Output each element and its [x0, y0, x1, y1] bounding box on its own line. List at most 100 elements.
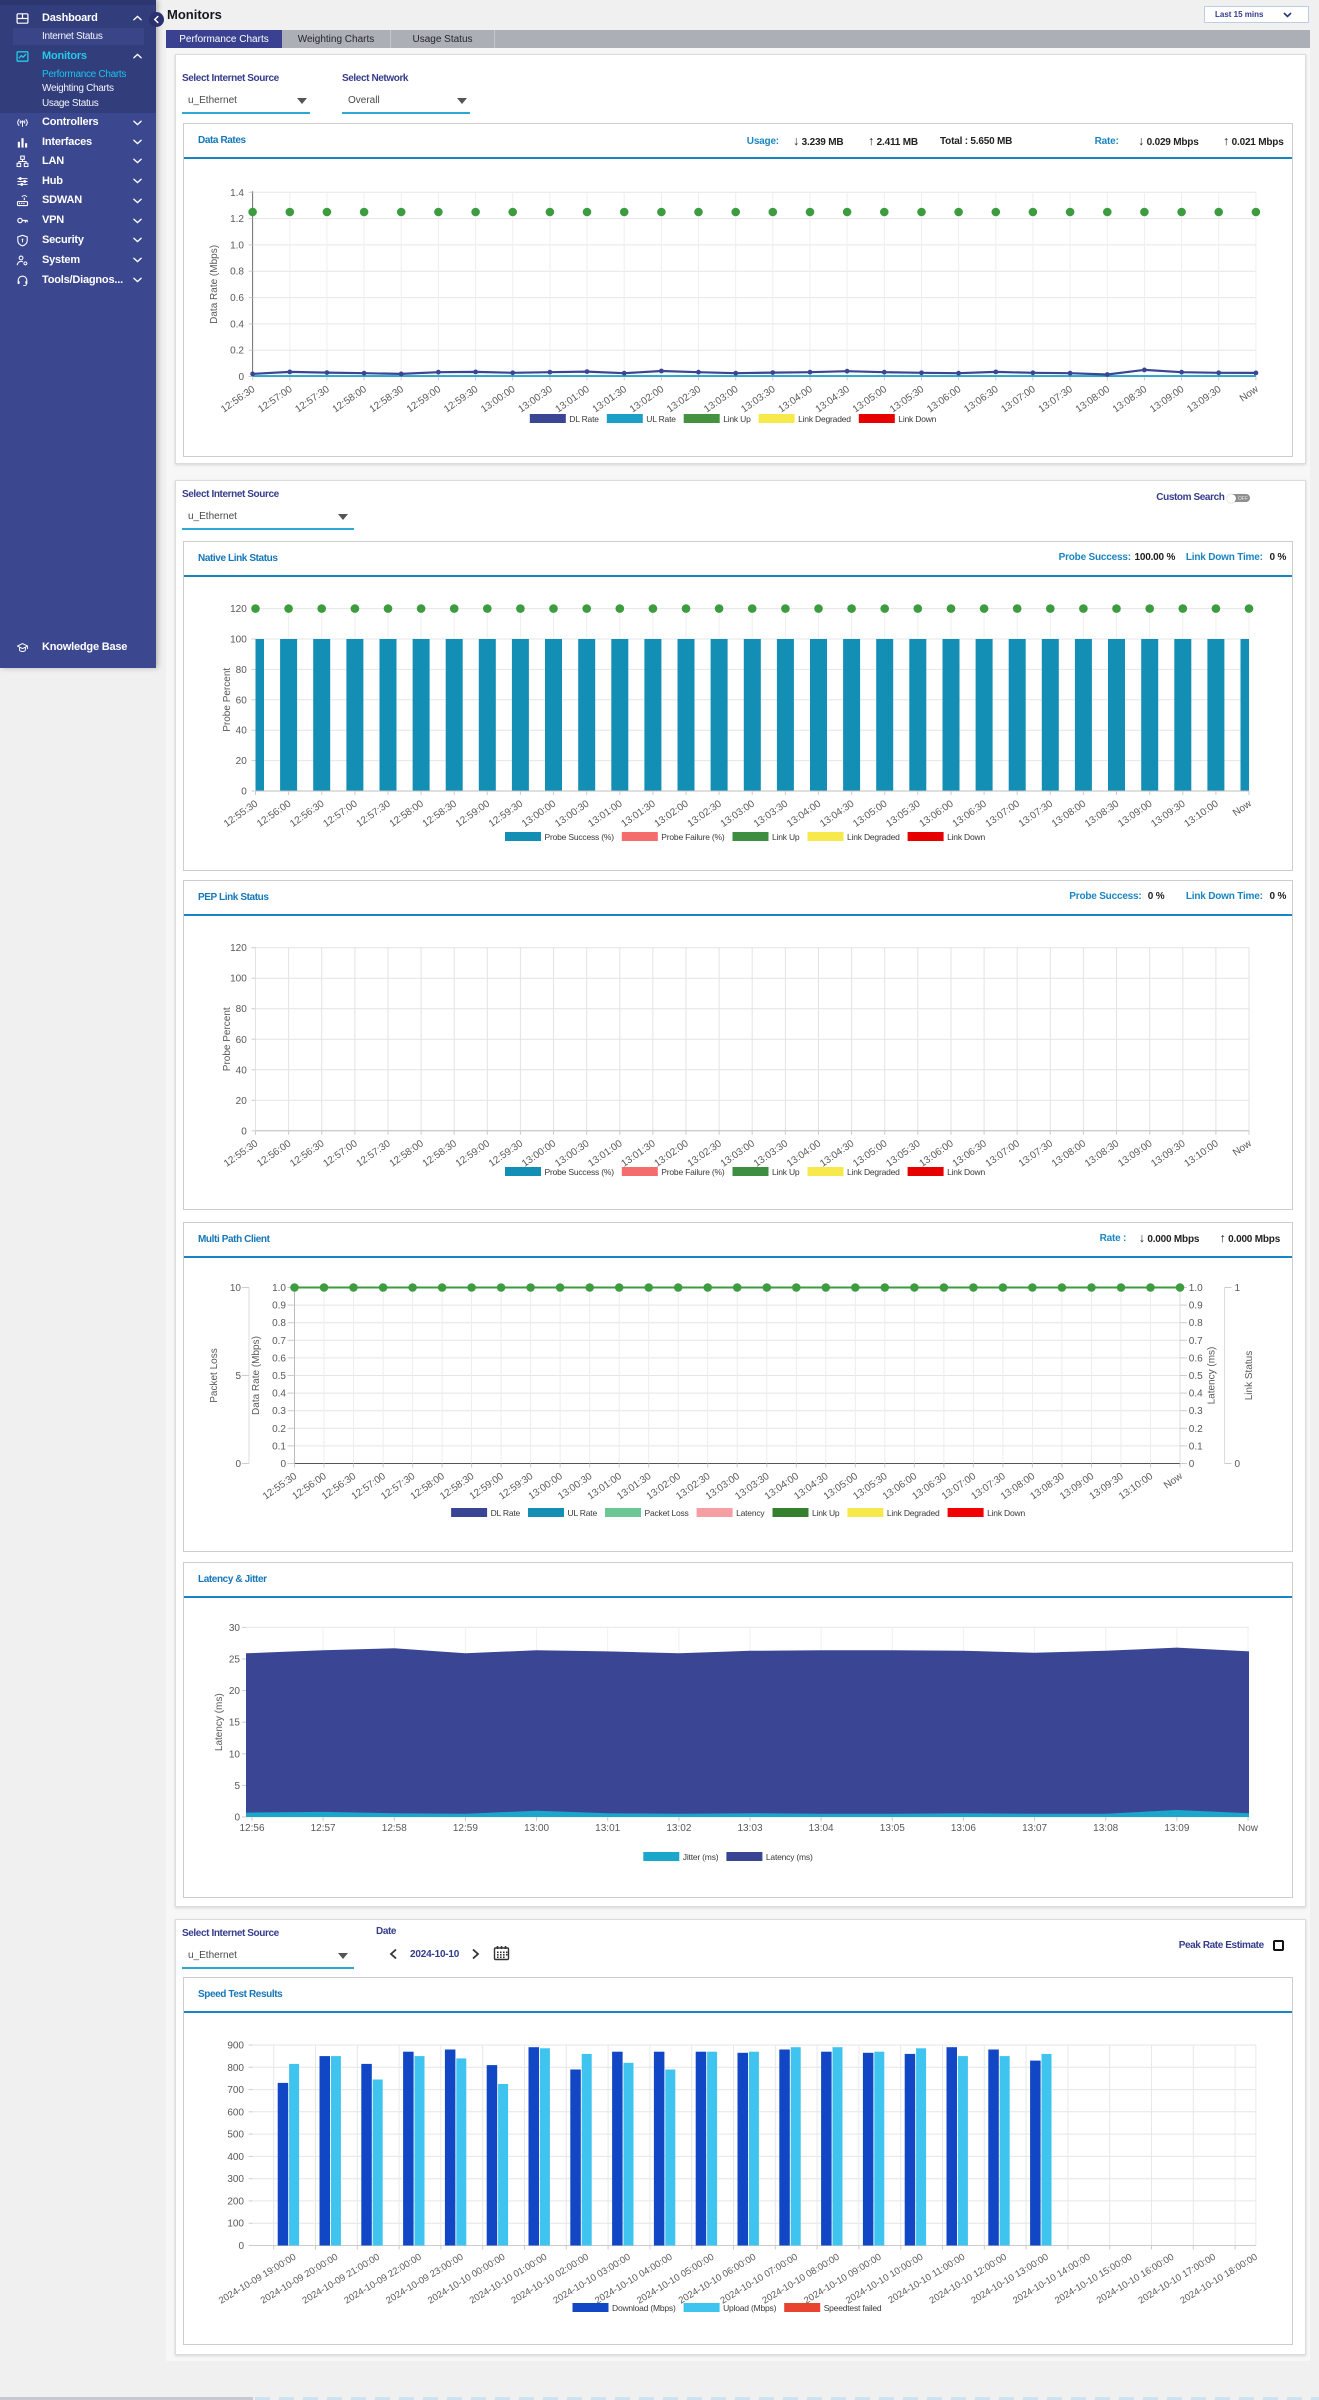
svg-text:2024-10-09 22:00:00: 2024-10-09 22:00:00 — [342, 2252, 423, 2307]
svg-text:Link Up: Link Up — [812, 1508, 840, 1518]
svg-text:13:01:00: 13:01:00 — [586, 1138, 625, 1170]
svg-text:100: 100 — [227, 2219, 244, 2230]
svg-text:UL Rate: UL Rate — [568, 1508, 598, 1518]
svg-text:12:57:30: 12:57:30 — [355, 1138, 394, 1170]
svg-text:2024-10-10 13:00:00: 2024-10-10 13:00:00 — [969, 2252, 1050, 2307]
svg-text:2024-10-10 02:00:00: 2024-10-10 02:00:00 — [510, 2252, 591, 2307]
svg-text:Link Down: Link Down — [947, 832, 985, 842]
svg-text:13:06:30: 13:06:30 — [962, 384, 1001, 416]
svg-text:13:07:00: 13:07:00 — [999, 384, 1038, 416]
svg-text:1.2: 1.2 — [230, 214, 244, 225]
svg-text:0.3: 0.3 — [1189, 1406, 1203, 1417]
svg-text:13:06:30: 13:06:30 — [951, 1138, 990, 1170]
svg-text:1: 1 — [1235, 1283, 1241, 1294]
svg-text:DL Rate: DL Rate — [569, 414, 599, 424]
svg-text:400: 400 — [227, 2152, 244, 2163]
svg-text:13:07:30: 13:07:30 — [1017, 798, 1056, 830]
svg-text:13:02:00: 13:02:00 — [653, 1138, 692, 1170]
svg-text:13:03: 13:03 — [737, 1823, 762, 1834]
svg-text:13:06: 13:06 — [951, 1823, 976, 1834]
svg-text:13:06:00: 13:06:00 — [918, 1138, 957, 1170]
svg-text:13:06:30: 13:06:30 — [951, 798, 990, 830]
svg-text:2024-10-10 09:00:00: 2024-10-10 09:00:00 — [802, 2252, 883, 2307]
svg-text:Probe Failure (%): Probe Failure (%) — [661, 832, 725, 842]
svg-text:13:02:00: 13:02:00 — [653, 798, 692, 830]
svg-text:0.2: 0.2 — [1189, 1424, 1203, 1435]
svg-text:Download (Mbps): Download (Mbps) — [612, 2303, 676, 2313]
svg-text:13:03:00: 13:03:00 — [719, 1138, 758, 1170]
svg-text:Probe Failure (%): Probe Failure (%) — [661, 1167, 725, 1177]
svg-text:13:09:00: 13:09:00 — [1116, 1138, 1155, 1170]
svg-text:12:56:30: 12:56:30 — [288, 798, 327, 830]
svg-text:0: 0 — [1235, 1459, 1241, 1470]
svg-text:13:10:00: 13:10:00 — [1117, 1471, 1156, 1503]
svg-text:Speedtest failed: Speedtest failed — [824, 2303, 882, 2313]
svg-text:0.9: 0.9 — [272, 1301, 286, 1312]
svg-text:12:58:30: 12:58:30 — [421, 798, 460, 830]
svg-text:0.4: 0.4 — [1189, 1389, 1203, 1400]
svg-text:13:05:00: 13:05:00 — [851, 798, 890, 830]
svg-text:13:05:00: 13:05:00 — [851, 1138, 890, 1170]
svg-text:Now: Now — [1231, 1138, 1254, 1159]
svg-text:13:03:30: 13:03:30 — [752, 1138, 791, 1170]
svg-text:13:08:30: 13:08:30 — [1111, 384, 1150, 416]
svg-text:800: 800 — [227, 2063, 244, 2074]
svg-text:300: 300 — [227, 2174, 244, 2185]
svg-text:Now: Now — [1238, 384, 1261, 405]
svg-text:0: 0 — [238, 2241, 244, 2252]
svg-text:60: 60 — [236, 695, 248, 706]
svg-text:5: 5 — [234, 1781, 240, 1792]
svg-text:12:59: 12:59 — [453, 1823, 478, 1834]
svg-text:2024-10-10 01:00:00: 2024-10-10 01:00:00 — [468, 2252, 549, 2307]
svg-text:Link Degraded: Link Degraded — [798, 414, 851, 424]
svg-text:20: 20 — [229, 1686, 241, 1697]
svg-text:12:59:30: 12:59:30 — [442, 384, 481, 416]
svg-text:900: 900 — [227, 2041, 244, 2052]
svg-text:Link Up: Link Up — [772, 832, 800, 842]
svg-text:2024-10-09 23:00:00: 2024-10-09 23:00:00 — [384, 2252, 465, 2307]
svg-text:0: 0 — [241, 787, 247, 798]
svg-text:13:00:30: 13:00:30 — [553, 798, 592, 830]
svg-text:Link Degraded: Link Degraded — [847, 832, 900, 842]
svg-text:2024-10-10 15:00:00: 2024-10-10 15:00:00 — [1053, 2252, 1134, 2307]
svg-text:13:02:30: 13:02:30 — [665, 384, 704, 416]
svg-text:200: 200 — [227, 2196, 244, 2207]
svg-text:120: 120 — [230, 943, 247, 954]
svg-text:13:09: 13:09 — [1164, 1823, 1189, 1834]
svg-text:12:57: 12:57 — [311, 1823, 336, 1834]
svg-text:Link Status: Link Status — [1244, 1351, 1255, 1400]
svg-text:0.5: 0.5 — [1189, 1371, 1203, 1382]
svg-text:13:09:00: 13:09:00 — [1148, 384, 1187, 416]
svg-text:12:58:00: 12:58:00 — [331, 384, 370, 416]
svg-text:0.2: 0.2 — [272, 1424, 286, 1435]
svg-text:2024-10-10 14:00:00: 2024-10-10 14:00:00 — [1011, 2252, 1092, 2307]
svg-text:0.6: 0.6 — [272, 1353, 286, 1364]
svg-text:12:58:30: 12:58:30 — [368, 384, 407, 416]
svg-text:500: 500 — [227, 2130, 244, 2141]
svg-text:13:01:00: 13:01:00 — [586, 798, 625, 830]
svg-text:Probe Percent: Probe Percent — [222, 668, 233, 732]
svg-text:13:04:30: 13:04:30 — [818, 1138, 857, 1170]
svg-text:Link Up: Link Up — [772, 1167, 800, 1177]
svg-text:13:02: 13:02 — [666, 1823, 691, 1834]
svg-text:0: 0 — [1189, 1459, 1195, 1470]
svg-text:Now: Now — [1231, 798, 1254, 819]
svg-text:80: 80 — [236, 665, 248, 676]
svg-text:15: 15 — [229, 1718, 241, 1729]
svg-text:Link Up: Link Up — [723, 414, 751, 424]
svg-text:13:04: 13:04 — [809, 1823, 834, 1834]
svg-text:12:57:30: 12:57:30 — [355, 798, 394, 830]
svg-text:2024-10-09 21:00:00: 2024-10-09 21:00:00 — [301, 2252, 382, 2307]
svg-text:Probe Percent: Probe Percent — [222, 1007, 233, 1071]
svg-text:12:58:30: 12:58:30 — [421, 1138, 460, 1170]
svg-text:13:03:00: 13:03:00 — [702, 384, 741, 416]
svg-text:13:09:30: 13:09:30 — [1149, 798, 1188, 830]
svg-text:1.0: 1.0 — [272, 1283, 286, 1294]
svg-text:13:03:30: 13:03:30 — [739, 384, 778, 416]
svg-text:60: 60 — [236, 1035, 248, 1046]
svg-text:13:00:30: 13:00:30 — [516, 384, 555, 416]
svg-text:12:56:00: 12:56:00 — [255, 1138, 294, 1170]
svg-text:2024-10-10 16:00:00: 2024-10-10 16:00:00 — [1095, 2252, 1176, 2307]
svg-text:2024-10-10 07:00:00: 2024-10-10 07:00:00 — [719, 2252, 800, 2307]
svg-text:0.2: 0.2 — [230, 346, 244, 357]
